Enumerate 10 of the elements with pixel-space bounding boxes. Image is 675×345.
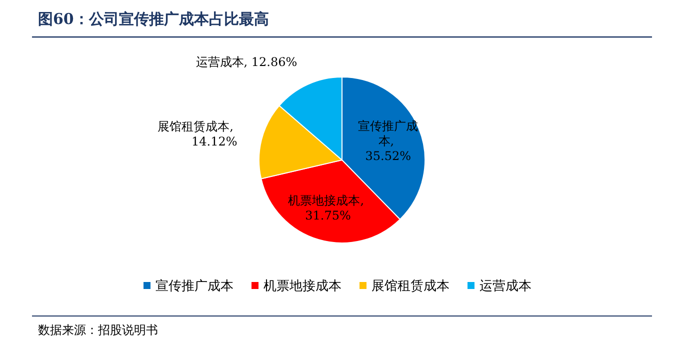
data-label: 宣传推广成本, 35.52% bbox=[358, 119, 418, 164]
legend-label: 机票地接成本 bbox=[264, 279, 342, 294]
chart-title: 图60：公司宣传推广成本占比最高 bbox=[38, 10, 269, 28]
data-label: 展馆租赁成本, 14.12% bbox=[158, 120, 238, 149]
legend-label: 宣传推广成本 bbox=[156, 278, 234, 294]
data-label: 运营成本, 12.86% bbox=[196, 54, 298, 69]
legend-label: 展馆租赁成本 bbox=[372, 279, 450, 294]
data-label: 机票地接成本, 31.75% bbox=[288, 193, 368, 222]
legend-label: 运营成本 bbox=[480, 279, 532, 294]
source-note: 数据来源：招股说明书 bbox=[38, 323, 158, 337]
